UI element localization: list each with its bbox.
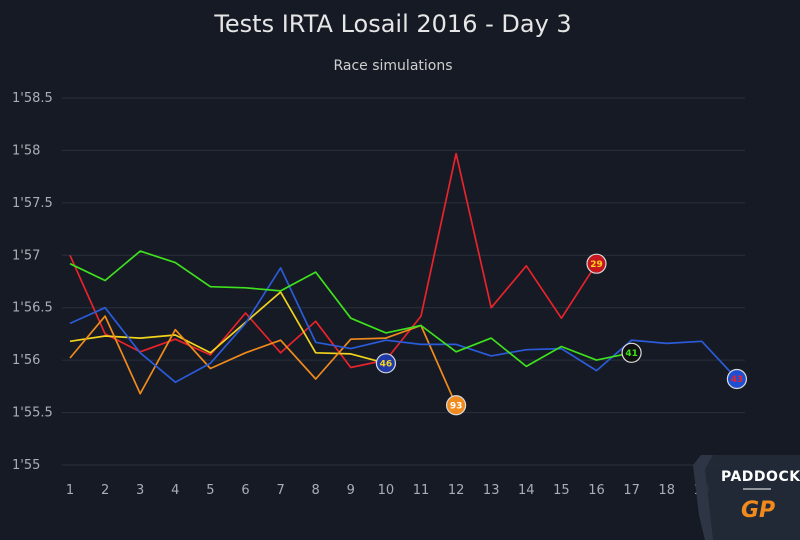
- x-tick-label: 15: [553, 483, 570, 498]
- y-tick-label: 1'55: [12, 458, 40, 473]
- chart-title: Tests IRTA Losail 2016 - Day 3: [213, 10, 571, 38]
- x-tick-label: 13: [483, 483, 500, 498]
- x-tick-label: 7: [276, 483, 284, 498]
- series-line-29: [69, 152, 598, 369]
- series-lines: [69, 152, 738, 406]
- series-line-93: [69, 315, 457, 406]
- rider-marker-41: 41: [621, 342, 642, 363]
- marker-circle: [375, 353, 396, 374]
- marker-circle: [446, 395, 467, 416]
- y-tick-label: 1'56.5: [12, 301, 53, 316]
- y-tick-label: 1'56: [12, 353, 40, 368]
- y-tick-label: 1'57.5: [12, 196, 53, 211]
- rider-marker-46: 46: [375, 353, 396, 374]
- x-tick-label: 4: [171, 483, 179, 498]
- marker-label: 41: [625, 349, 638, 359]
- series-line-43: [69, 267, 738, 384]
- logo-paddock-text: PADDOCK: [721, 469, 800, 485]
- marker-circle: [726, 368, 748, 390]
- x-tick-label: 12: [448, 483, 465, 498]
- x-tick-label: 8: [312, 483, 320, 498]
- marker-label: 43: [731, 375, 744, 385]
- x-tick-label: 18: [658, 483, 675, 498]
- series-line-46: [69, 291, 387, 365]
- rider-marker-93: 93: [446, 395, 467, 416]
- x-tick-label: 14: [518, 483, 535, 498]
- x-tick-label: 10: [378, 483, 395, 498]
- logo-gp-text: GP: [741, 498, 775, 523]
- x-tick-label: 16: [588, 483, 605, 498]
- x-tick-label: 2: [101, 483, 109, 498]
- rider-marker-29: 29: [586, 253, 607, 274]
- marker-label: 93: [450, 401, 463, 411]
- x-tick-label: 6: [241, 483, 249, 498]
- chart-subtitle: Race simulations: [333, 58, 452, 74]
- x-tick-label: 1: [66, 483, 74, 498]
- marker-label: 29: [590, 260, 603, 270]
- rider-markers: 29 46 93 43 41: [375, 253, 748, 416]
- grid-lines: [62, 97, 745, 466]
- y-tick-label: 1'58.5: [12, 91, 53, 106]
- rider-marker-43: 43: [726, 368, 748, 390]
- y-tick-label: 1'57: [12, 248, 40, 263]
- series-line-41: [69, 250, 632, 368]
- x-tick-label: 9: [347, 483, 355, 498]
- x-axis-ticks: 12345678910111213141516171819: [66, 483, 710, 498]
- y-tick-label: 1'55.5: [12, 406, 53, 421]
- x-tick-label: 5: [206, 483, 214, 498]
- marker-circle: [621, 342, 642, 363]
- x-tick-label: 3: [136, 483, 144, 498]
- x-tick-label: 17: [623, 483, 640, 498]
- y-tick-label: 1'58: [12, 143, 40, 158]
- paddock-gp-logo: PADDOCK GP: [693, 455, 800, 540]
- y-axis-ticks: 1'55 1'55.5 1'56 1'56.5 1'57 1'57.5 1'58 1'58.5: [12, 91, 53, 473]
- x-tick-label: 11: [413, 483, 430, 498]
- marker-label: 46: [380, 359, 393, 369]
- marker-circle: [586, 253, 607, 274]
